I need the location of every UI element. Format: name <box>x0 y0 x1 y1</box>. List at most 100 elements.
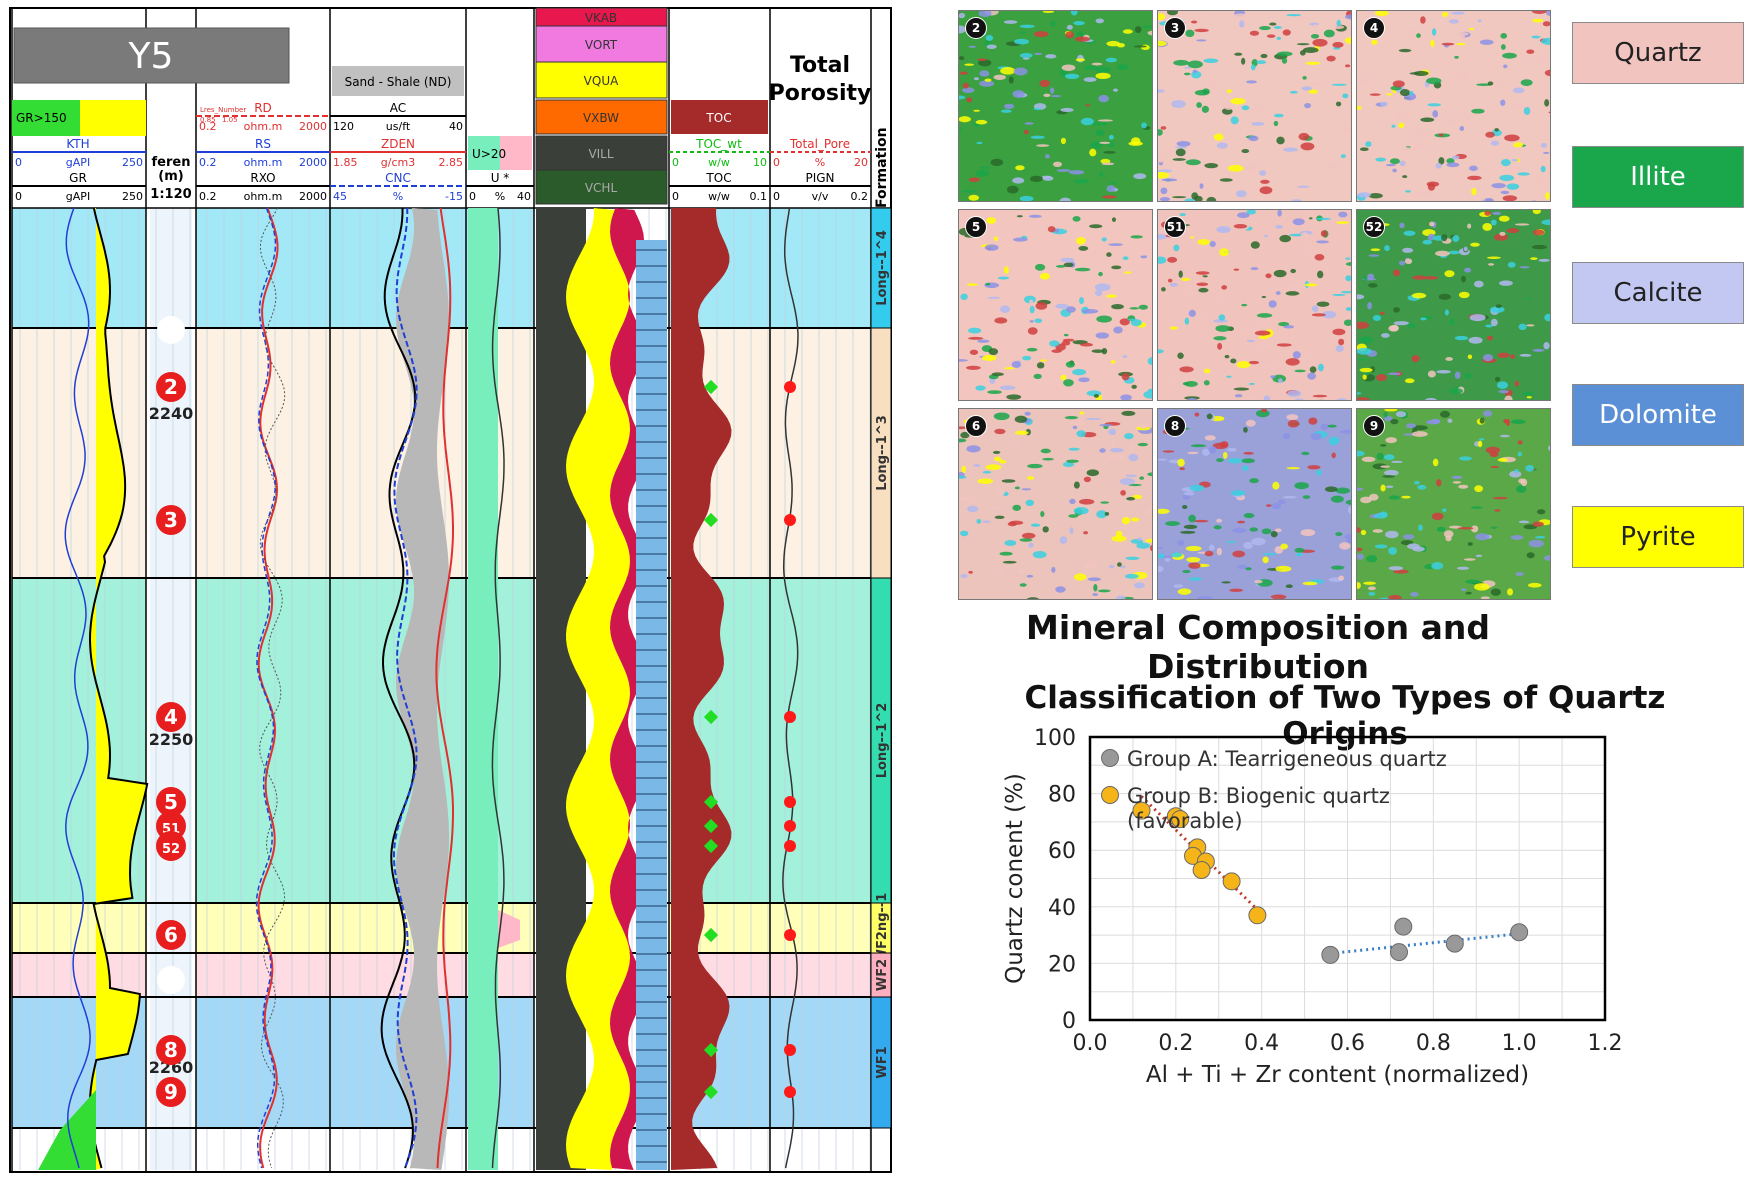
mineral-grain <box>1204 550 1214 557</box>
mineral-grain <box>1357 358 1366 361</box>
x-tick-label: 0.6 <box>1330 1031 1365 1056</box>
y-tick-label: 60 <box>1048 839 1076 864</box>
pore-right: 20 <box>854 156 868 169</box>
mineral-grain <box>1282 432 1291 440</box>
mineral-grain <box>1543 342 1550 350</box>
toc-scale-left: 0 <box>672 190 679 203</box>
mineral-grain <box>1486 198 1494 201</box>
mineral-grain <box>1259 170 1267 176</box>
mineral-grain <box>1039 359 1047 362</box>
mineral-grain <box>1158 171 1170 179</box>
mineral-grain <box>968 45 977 48</box>
mineral-grain <box>1538 176 1550 182</box>
u-fill-green <box>468 136 500 170</box>
sample-marker <box>156 920 186 950</box>
mineral-grain <box>1130 319 1142 327</box>
mineral-grain <box>1500 434 1510 438</box>
mineral-grain <box>1263 395 1271 400</box>
mineral-grain <box>1335 487 1351 494</box>
mineral-grain <box>1532 18 1544 23</box>
mineral-grain <box>1010 350 1023 358</box>
rxo-left: 0.2 <box>199 190 217 203</box>
mineral-grain <box>1027 463 1043 469</box>
mineral-grain <box>1206 196 1217 201</box>
mineral-grain <box>1452 481 1462 484</box>
mineral-grain <box>1418 524 1423 531</box>
mineral-grain <box>1101 347 1108 355</box>
mineral-grain <box>962 87 975 94</box>
mineral-grain <box>1248 34 1263 39</box>
mineral-grain <box>1422 239 1433 245</box>
mineral-grain <box>1316 301 1330 307</box>
mineral-grain <box>975 385 986 391</box>
mineral-grain <box>1015 430 1029 435</box>
mineral-grain <box>1209 240 1216 247</box>
mineral-grain <box>968 570 973 574</box>
legend-illite: Illite <box>1572 146 1744 208</box>
mineral-grain <box>1072 368 1087 376</box>
mineral-grain <box>1473 280 1484 288</box>
mineral-grain <box>1341 126 1351 133</box>
mineral-grain <box>1094 289 1103 297</box>
mineral-grain <box>959 530 969 537</box>
toc-sample-point <box>703 838 719 854</box>
mineral-grain <box>1403 230 1416 236</box>
mineral-thumbnail: 8 <box>1157 408 1352 600</box>
mineral-grain <box>1250 64 1256 71</box>
mineral-grain <box>1280 543 1288 550</box>
mineral-grain <box>1202 275 1208 278</box>
mineral-grain <box>1233 223 1248 229</box>
mineral-grain <box>1213 336 1227 341</box>
mineral-grain <box>1483 410 1493 417</box>
legend-dolomite: Dolomite <box>1572 384 1744 446</box>
mineral-grain <box>1307 465 1321 470</box>
mineral-grain <box>1285 358 1300 366</box>
mineral-grain <box>1027 327 1038 335</box>
mineral-grain <box>1029 305 1035 314</box>
mineral-grain <box>1098 271 1103 277</box>
mineral-grain <box>1116 595 1126 599</box>
mineral-grain <box>1459 126 1465 131</box>
mineral-grain <box>1183 524 1198 530</box>
mineral-grain <box>1507 166 1522 173</box>
mineral-grain <box>1345 499 1351 505</box>
mineral-grain <box>1511 158 1519 162</box>
mineral-grain <box>1121 410 1136 416</box>
gr-fill-green <box>12 100 80 136</box>
mineral-grain <box>1368 283 1378 288</box>
mineral-grain <box>1342 93 1349 99</box>
mineral-grain <box>1544 313 1550 322</box>
mineral-grain <box>1385 437 1397 444</box>
mineral-grain <box>1544 99 1550 107</box>
toc-sample-point <box>703 512 719 528</box>
mineral-grain <box>1357 527 1361 533</box>
mineral-grain <box>1360 496 1372 504</box>
mineral-grain <box>1073 20 1085 26</box>
mineral-grain <box>999 385 1016 391</box>
group-a-point <box>1510 923 1529 942</box>
mineral-grain <box>1003 20 1018 24</box>
mineral-grain <box>1510 354 1515 359</box>
mineral-header-label: VORT <box>585 38 618 52</box>
mineral-grain <box>1286 414 1299 421</box>
curve-name-rd: RD <box>254 101 272 115</box>
rs-right: 2000 <box>299 156 327 169</box>
mineral-grain <box>1035 302 1048 310</box>
mineral-grain <box>1110 359 1116 364</box>
mineral-grain <box>1165 521 1181 527</box>
mineral-grain <box>1528 539 1544 548</box>
mineral-grain <box>1172 196 1187 199</box>
mineral-grain <box>1281 57 1288 64</box>
mineral-grain <box>1099 423 1113 427</box>
mineral-grain <box>1467 542 1473 546</box>
mineral-grain <box>1435 250 1450 257</box>
mineral-grain <box>1186 42 1201 45</box>
mineral-grain <box>1391 124 1396 128</box>
mineral-grain <box>1475 554 1483 558</box>
mineral-grain <box>1420 317 1427 321</box>
mineral-grain <box>1490 465 1500 469</box>
mineral-grain <box>1019 53 1033 58</box>
mineral-grain <box>1226 89 1232 93</box>
mineral-grain <box>1357 450 1365 457</box>
mineral-grain <box>1098 171 1104 178</box>
